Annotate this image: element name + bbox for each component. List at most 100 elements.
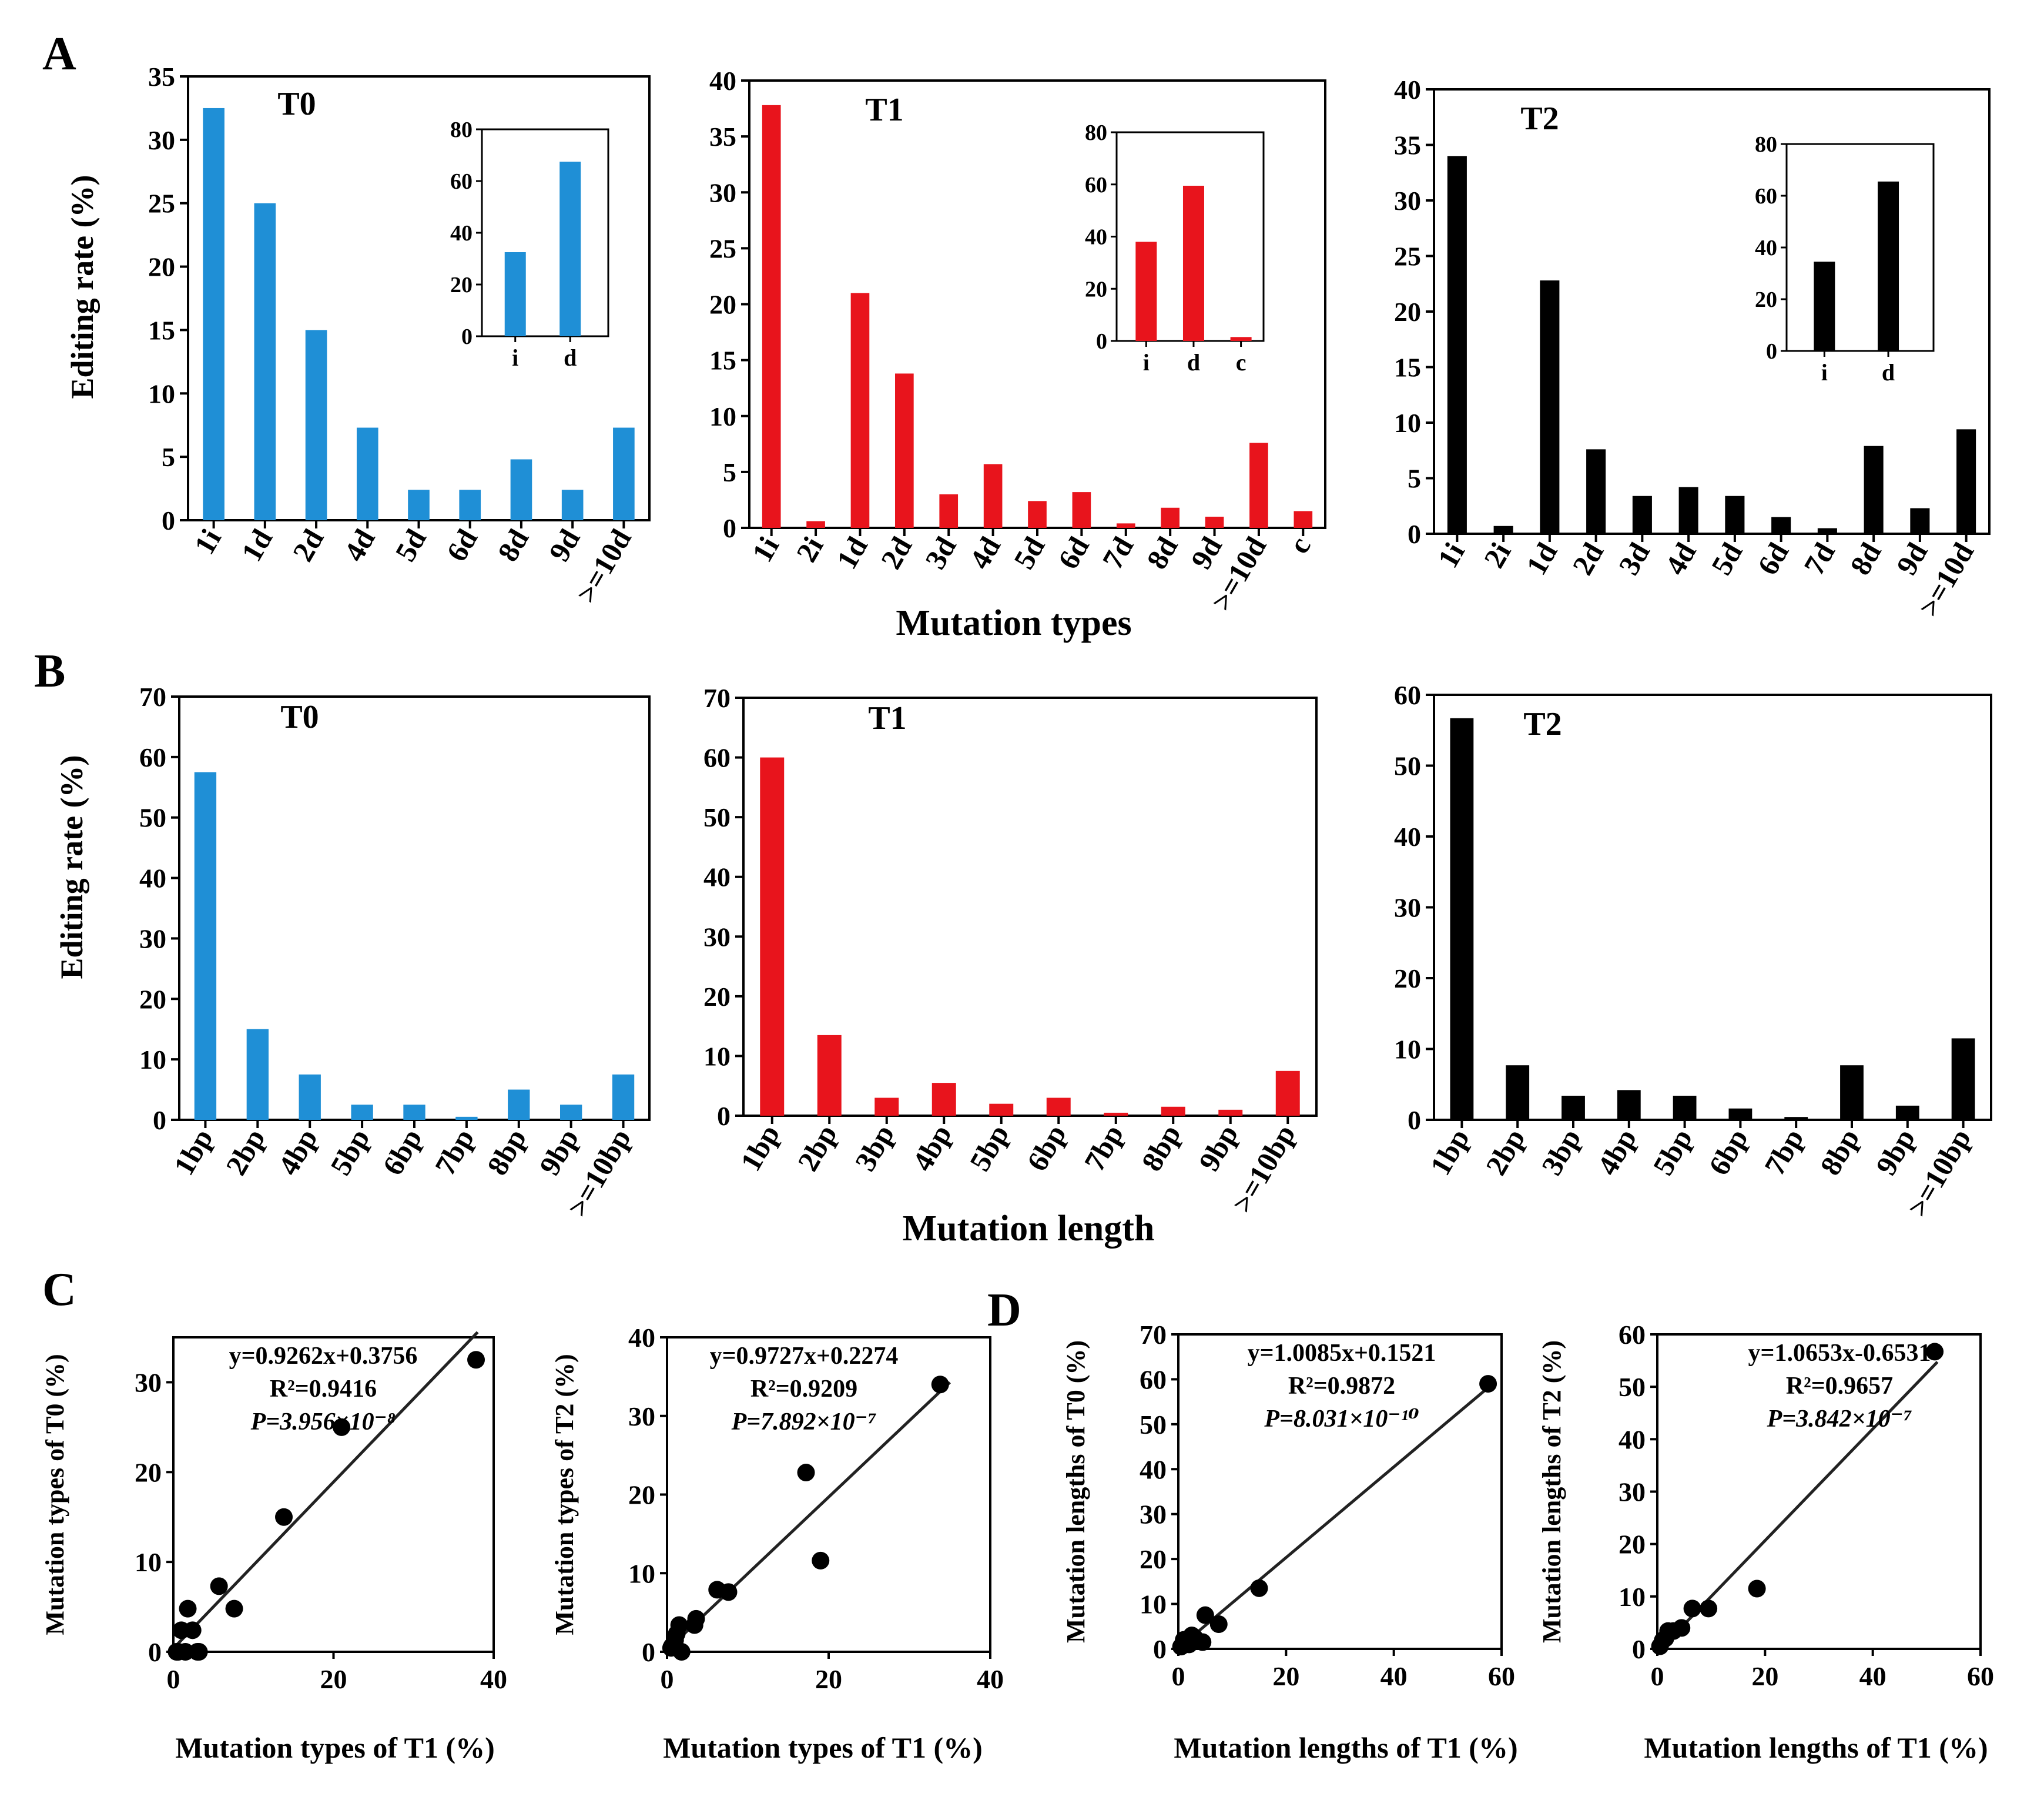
x-category-label: 8bp [1135, 1119, 1187, 1177]
inset-y-tick-label: 60 [450, 169, 473, 194]
bar [1116, 523, 1135, 528]
y-tick-label: 50 [1394, 751, 1421, 781]
y-tick-label: 0 [717, 1101, 731, 1131]
y-tick-label: 40 [703, 862, 731, 892]
p-value-text: P=8.031×10⁻¹⁰ [1264, 1406, 1419, 1433]
x-tick-label: 20 [1272, 1661, 1299, 1691]
x-category-label: 1bp [733, 1119, 786, 1177]
inset-y-tick-label: 80 [450, 118, 473, 142]
bar [1046, 1097, 1071, 1116]
bar [1956, 429, 1976, 534]
inset-frame [1785, 143, 1935, 352]
bar [850, 293, 870, 528]
x-category-label: 1i [745, 531, 785, 567]
bar [895, 373, 914, 528]
x-category-label: 5bp [324, 1123, 376, 1181]
x-axis-label: Mutation types of T1 (%) [663, 1731, 983, 1764]
bar [1218, 1109, 1243, 1116]
x-tick-label: 20 [320, 1664, 347, 1694]
inset-y-tick-label: 60 [1085, 173, 1107, 198]
x-category-label: 6d [1751, 537, 1795, 580]
bar [1104, 1112, 1128, 1116]
x-tick-label: 0 [1172, 1661, 1185, 1691]
inset-y-tick-label: 40 [1755, 236, 1777, 260]
x-category-label: c [1282, 531, 1317, 559]
plot-frame [1433, 88, 1991, 535]
x-category-label: 5d [388, 523, 433, 567]
scatter-point [668, 1625, 686, 1643]
bar [1725, 496, 1745, 534]
x-category-label: 3d [1612, 537, 1656, 580]
y-tick-label: 20 [1394, 963, 1421, 993]
x-tick-label: 60 [1967, 1661, 1994, 1691]
inset-y-tick-label: 40 [450, 221, 473, 246]
y-tick-label: 10 [148, 379, 175, 409]
panel-label-d: D [987, 1284, 1021, 1336]
y-tick-label: 25 [1394, 242, 1421, 272]
panel-label-c: C [42, 1264, 76, 1316]
equation-text: y=0.9262x+0.3756 [229, 1343, 418, 1370]
inset-y-tick-label: 0 [1096, 329, 1107, 354]
x-category-label: 2d [1566, 537, 1610, 580]
bar [1895, 1105, 1919, 1120]
bar [510, 459, 532, 520]
bar [203, 108, 224, 520]
x-category-label: 3bp [848, 1119, 900, 1177]
y-axis-label: Mutation types of T2 (%) [550, 1354, 579, 1635]
bar [1447, 156, 1467, 534]
x-category-label: 5d [1007, 531, 1051, 574]
r-squared-text: R²=0.9657 [1786, 1373, 1893, 1400]
y-tick-label: 50 [1140, 1410, 1167, 1440]
y-tick-label: 0 [723, 513, 736, 543]
x-category-label: 1bp [167, 1123, 219, 1181]
y-tick-label: 35 [1394, 130, 1421, 160]
inset-bar [1230, 337, 1252, 341]
scatter-point [708, 1581, 726, 1599]
y-axis-label: Mutation lengths of T2 (%) [1537, 1340, 1566, 1643]
y-tick-label: 40 [1140, 1454, 1167, 1484]
inset-bar [1135, 242, 1157, 341]
y-tick-label: 0 [642, 1637, 655, 1667]
x-category-label: 5d [1704, 537, 1748, 580]
plot-frame [1177, 1333, 1503, 1650]
bar [1072, 492, 1091, 528]
y-tick-label: 70 [703, 683, 731, 713]
bar [459, 490, 481, 520]
inset-bar [1814, 262, 1835, 351]
inset-category-label: i [512, 344, 518, 371]
inset-y-tick-label: 0 [1766, 339, 1777, 364]
y-tick-label: 40 [709, 66, 736, 96]
chart-c-left: 0 20 40 0 10 20 30 y=0.9262x+0.3756 R²=0.9416 P=3… [41, 1331, 507, 1764]
bar [1632, 496, 1652, 534]
p-value-text: P=7.892×10⁻⁷ [731, 1408, 877, 1435]
bar [403, 1105, 425, 1120]
x-axis-label: Mutation lengths of T1 (%) [1644, 1731, 1988, 1764]
bar [1673, 1096, 1697, 1120]
bar [254, 203, 276, 520]
y-tick-label: 30 [628, 1401, 655, 1431]
scatter-point [1683, 1599, 1701, 1618]
bar [561, 490, 584, 520]
bar [1951, 1038, 1975, 1120]
inset-bar [1182, 185, 1204, 341]
x-category-label: 9d [1184, 531, 1228, 574]
scatter-point [1654, 1631, 1672, 1649]
y-tick-label: 10 [139, 1045, 166, 1075]
bar [613, 427, 635, 520]
row-b-x-axis-label: Mutation length [903, 1209, 1155, 1249]
bar [1161, 1106, 1185, 1116]
y-tick-label: 30 [139, 923, 166, 953]
y-tick-label: 20 [135, 1457, 162, 1487]
x-category-label: 9d [1889, 537, 1934, 580]
x-category-label: 8bp [1814, 1123, 1866, 1181]
r-squared-text: R²=0.9209 [750, 1376, 857, 1403]
scatter-point [1479, 1375, 1497, 1393]
y-tick-label: 35 [709, 122, 736, 152]
x-category-label: 4d [337, 523, 381, 567]
r-squared-text: R²=0.9872 [1288, 1373, 1395, 1400]
x-category-label: 1bp [1423, 1123, 1476, 1181]
x-category-label: 7bp [428, 1123, 481, 1181]
x-category-label: 2d [286, 523, 330, 567]
x-category-label: 2bp [1479, 1123, 1532, 1181]
